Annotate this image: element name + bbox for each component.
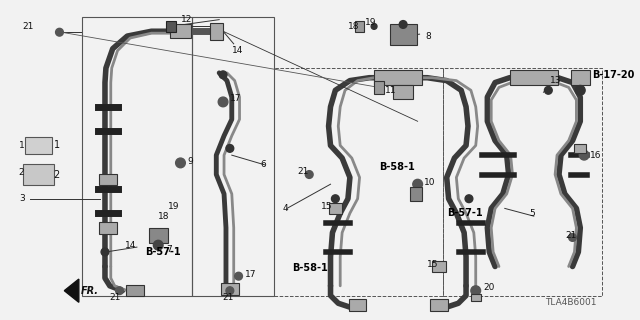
Text: B-57-1: B-57-1 bbox=[145, 247, 180, 257]
Bar bbox=[509, 70, 558, 85]
Bar bbox=[471, 293, 481, 301]
Text: 2: 2 bbox=[19, 168, 24, 177]
Circle shape bbox=[219, 71, 227, 79]
Text: B-17-20: B-17-20 bbox=[592, 70, 634, 80]
Circle shape bbox=[305, 171, 313, 178]
Bar bbox=[126, 285, 144, 297]
Circle shape bbox=[218, 97, 228, 107]
Text: 16: 16 bbox=[590, 151, 602, 160]
Text: 3: 3 bbox=[19, 194, 24, 203]
Circle shape bbox=[56, 28, 63, 36]
Text: 21: 21 bbox=[22, 22, 34, 31]
Circle shape bbox=[569, 234, 577, 241]
Text: 15: 15 bbox=[428, 260, 439, 269]
Text: B-58-1: B-58-1 bbox=[379, 162, 415, 172]
Text: 14: 14 bbox=[125, 241, 137, 250]
Bar bbox=[355, 20, 364, 32]
Bar bbox=[209, 22, 223, 40]
Bar bbox=[99, 173, 116, 185]
Bar bbox=[349, 300, 366, 311]
Bar bbox=[443, 68, 602, 296]
Text: 2: 2 bbox=[54, 170, 60, 180]
Text: 4: 4 bbox=[282, 204, 288, 213]
Circle shape bbox=[175, 158, 186, 168]
Bar bbox=[170, 24, 191, 38]
Text: 1: 1 bbox=[54, 140, 60, 150]
Text: 9: 9 bbox=[188, 157, 193, 166]
Text: 15: 15 bbox=[321, 202, 332, 211]
Bar bbox=[221, 283, 239, 294]
Bar bbox=[390, 23, 417, 45]
Text: 1: 1 bbox=[19, 141, 24, 150]
Text: 6: 6 bbox=[261, 160, 267, 169]
Bar bbox=[22, 164, 54, 185]
Circle shape bbox=[465, 195, 473, 203]
Bar bbox=[430, 300, 447, 311]
Bar bbox=[82, 17, 192, 296]
Bar bbox=[410, 187, 422, 201]
Text: 10: 10 bbox=[424, 178, 435, 187]
Bar bbox=[328, 203, 342, 214]
Bar bbox=[394, 85, 413, 99]
Circle shape bbox=[545, 86, 552, 94]
Text: FR.: FR. bbox=[81, 286, 99, 296]
Circle shape bbox=[399, 20, 407, 28]
Text: 17: 17 bbox=[245, 270, 257, 279]
Text: 19: 19 bbox=[168, 202, 179, 211]
Text: 8: 8 bbox=[426, 32, 431, 41]
Text: 14: 14 bbox=[232, 46, 243, 55]
Text: B-58-1: B-58-1 bbox=[292, 263, 328, 273]
Text: 21: 21 bbox=[566, 231, 577, 240]
Bar bbox=[148, 228, 168, 243]
Bar bbox=[275, 68, 443, 296]
Bar bbox=[432, 261, 445, 272]
Bar bbox=[374, 70, 422, 85]
Bar bbox=[166, 20, 175, 32]
Bar bbox=[99, 222, 116, 234]
Circle shape bbox=[226, 145, 234, 152]
Circle shape bbox=[371, 23, 377, 29]
Text: 7: 7 bbox=[166, 244, 172, 253]
Circle shape bbox=[101, 224, 109, 232]
Text: 21: 21 bbox=[222, 293, 234, 302]
Bar bbox=[374, 81, 384, 94]
Text: 20: 20 bbox=[483, 283, 495, 292]
Circle shape bbox=[226, 287, 234, 294]
Circle shape bbox=[579, 150, 589, 160]
Text: 17: 17 bbox=[230, 93, 241, 102]
Text: 21: 21 bbox=[298, 167, 309, 176]
Text: 19: 19 bbox=[365, 18, 377, 27]
Text: 12: 12 bbox=[180, 15, 192, 24]
Text: 18: 18 bbox=[158, 212, 170, 221]
Text: 11: 11 bbox=[385, 86, 396, 95]
Polygon shape bbox=[64, 279, 79, 302]
Text: TLA4B6001: TLA4B6001 bbox=[545, 298, 596, 307]
Text: B-57-1: B-57-1 bbox=[447, 208, 483, 218]
Bar bbox=[192, 17, 275, 296]
Circle shape bbox=[332, 195, 339, 203]
Text: 5: 5 bbox=[529, 209, 535, 218]
Bar bbox=[24, 137, 52, 154]
Circle shape bbox=[116, 287, 124, 294]
Circle shape bbox=[575, 85, 585, 95]
Circle shape bbox=[235, 272, 243, 280]
Bar bbox=[575, 144, 586, 153]
Text: 18: 18 bbox=[348, 22, 360, 31]
Text: 21: 21 bbox=[110, 293, 121, 302]
Bar bbox=[571, 70, 590, 85]
Circle shape bbox=[101, 248, 109, 256]
Circle shape bbox=[413, 180, 422, 189]
Text: 13: 13 bbox=[550, 76, 562, 85]
Circle shape bbox=[471, 286, 481, 296]
Circle shape bbox=[154, 240, 163, 250]
